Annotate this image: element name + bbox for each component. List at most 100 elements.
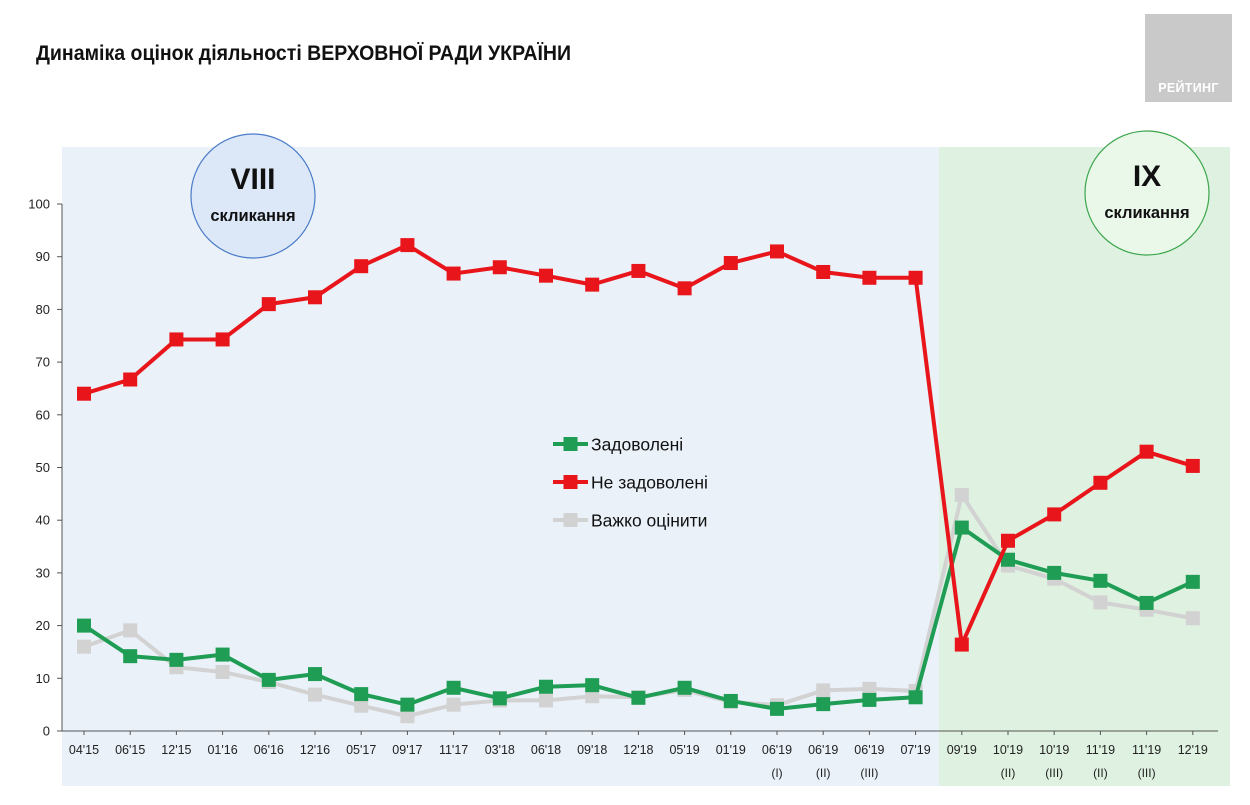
data-point-satisfied xyxy=(123,649,138,664)
data-point-hard-to-say xyxy=(1185,611,1200,626)
period-ix-badge-label: скликання xyxy=(1104,204,1189,222)
legend-swatch-marker xyxy=(563,475,578,489)
data-point-not-satisfied xyxy=(677,281,692,296)
y-tick-label: 40 xyxy=(36,513,50,528)
data-point-satisfied xyxy=(215,647,230,662)
legend-item-satisfied: Задоволені xyxy=(553,435,683,455)
period-badges: VIII скликання IX скликання xyxy=(190,130,1210,259)
data-point-satisfied xyxy=(1093,573,1108,588)
data-point-not-satisfied xyxy=(169,332,184,347)
data-point-satisfied xyxy=(1185,574,1200,589)
x-tick-label: 06'16 xyxy=(254,743,284,757)
y-tick-label: 60 xyxy=(36,407,50,422)
y-tick-label: 90 xyxy=(36,249,50,264)
series-lines xyxy=(77,238,1200,724)
y-tick-label: 70 xyxy=(36,355,50,370)
data-point-hard-to-say xyxy=(446,697,461,712)
data-point-satisfied xyxy=(261,672,276,687)
data-point-not-satisfied xyxy=(631,263,646,278)
data-point-not-satisfied xyxy=(1139,444,1154,459)
data-point-hard-to-say xyxy=(123,623,138,638)
x-tick-label: 11'19 xyxy=(1086,743,1115,757)
data-point-satisfied xyxy=(816,697,831,712)
x-tick-label: 09'18 xyxy=(577,743,607,757)
data-point-hard-to-say xyxy=(354,698,369,713)
legend-swatch-marker xyxy=(563,437,578,451)
period-viii-badge-numeral: VIII xyxy=(230,163,275,196)
x-tick-sublabel: (III) xyxy=(1138,766,1156,780)
data-point-satisfied xyxy=(1047,565,1062,580)
y-tick-label: 20 xyxy=(36,618,50,633)
data-point-not-satisfied xyxy=(492,260,507,275)
legend: Задоволені Не задоволені Важко оцінити xyxy=(553,435,708,531)
x-tick-label: 06'15 xyxy=(115,743,145,757)
data-point-satisfied xyxy=(539,679,553,694)
x-tick-label: 06'19 xyxy=(808,743,838,757)
x-tick-label: 06'19 xyxy=(762,743,792,757)
x-tick-label: 06'18 xyxy=(531,743,561,757)
x-tick-label: 12'18 xyxy=(623,743,653,757)
period-viii-badge: VIII скликання xyxy=(190,133,316,259)
data-point-not-satisfied xyxy=(1047,507,1062,522)
data-point-satisfied xyxy=(585,678,600,693)
data-point-not-satisfied xyxy=(1093,475,1108,490)
x-tick-label: 09'19 xyxy=(947,743,977,757)
y-tick-label: 100 xyxy=(28,197,50,212)
data-point-not-satisfied xyxy=(954,637,969,652)
period-ix-badge: IX скликання xyxy=(1084,130,1210,256)
data-point-not-satisfied xyxy=(446,266,461,281)
data-point-not-satisfied xyxy=(1185,458,1200,473)
data-point-hard-to-say xyxy=(954,487,969,502)
data-point-not-satisfied xyxy=(585,277,600,292)
data-point-not-satisfied xyxy=(261,297,276,312)
period-viii-badge-circle xyxy=(190,133,316,259)
x-tick-label: 10'19 xyxy=(1039,743,1069,757)
x-tick-sublabel: (III) xyxy=(860,766,878,780)
data-point-not-satisfied xyxy=(723,256,738,271)
x-tick-label: 05'19 xyxy=(669,743,699,757)
x-tick-label: 06'19 xyxy=(854,743,884,757)
series-satisfied xyxy=(77,520,1200,716)
data-point-hard-to-say xyxy=(585,689,600,704)
data-point-satisfied xyxy=(446,680,461,695)
data-point-not-satisfied xyxy=(215,332,230,347)
period-ix-badge-circle xyxy=(1084,130,1210,256)
data-point-satisfied xyxy=(1001,552,1015,567)
data-point-not-satisfied xyxy=(77,386,91,401)
logo-text: РЕЙТИНГ xyxy=(1158,81,1219,95)
axes: 0 10 20 30 40 50 60 70 80 90 100 04'15 06'15 12'15 01'… xyxy=(28,197,1218,780)
data-point-hard-to-say xyxy=(1093,595,1108,610)
legend-item-hard-to-say: Важко оцінити xyxy=(553,511,707,531)
data-point-satisfied xyxy=(1139,595,1154,610)
legend-label: Важко оцінити xyxy=(591,511,707,531)
data-point-satisfied xyxy=(770,701,784,716)
legend-label: Не задоволені xyxy=(591,473,708,493)
x-tick-sublabel: (II) xyxy=(1093,766,1108,780)
legend-item-not-satisfied: Не задоволені xyxy=(553,473,708,493)
data-point-satisfied xyxy=(400,697,415,712)
y-tick-label: 0 xyxy=(43,724,50,739)
data-point-satisfied xyxy=(954,520,969,535)
period-ix-badge-numeral: IX xyxy=(1133,160,1161,193)
data-point-satisfied xyxy=(677,680,692,695)
x-tick-sublabel: (II) xyxy=(816,766,831,780)
data-point-not-satisfied xyxy=(1001,533,1015,548)
x-tick-label: 04'15 xyxy=(69,743,99,757)
x-tick-label: 11'17 xyxy=(439,743,468,757)
data-point-satisfied xyxy=(631,690,646,705)
x-tick-label: 03'18 xyxy=(485,743,515,757)
data-point-satisfied xyxy=(169,652,184,667)
period-viii-badge-label: скликання xyxy=(210,207,295,225)
x-tick-label: 05'17 xyxy=(346,743,376,757)
data-point-hard-to-say xyxy=(400,709,415,724)
y-tick-label: 80 xyxy=(36,302,50,317)
data-point-satisfied xyxy=(492,691,507,706)
data-point-not-satisfied xyxy=(354,259,369,274)
x-tick-label: 01'19 xyxy=(716,743,746,757)
x-tick-label: 12'19 xyxy=(1178,743,1208,757)
data-point-satisfied xyxy=(908,690,923,705)
x-tick-label: 10'19 xyxy=(993,743,1023,757)
period-ix-background xyxy=(939,147,1230,786)
x-tick-sublabel: (III) xyxy=(1045,766,1063,780)
